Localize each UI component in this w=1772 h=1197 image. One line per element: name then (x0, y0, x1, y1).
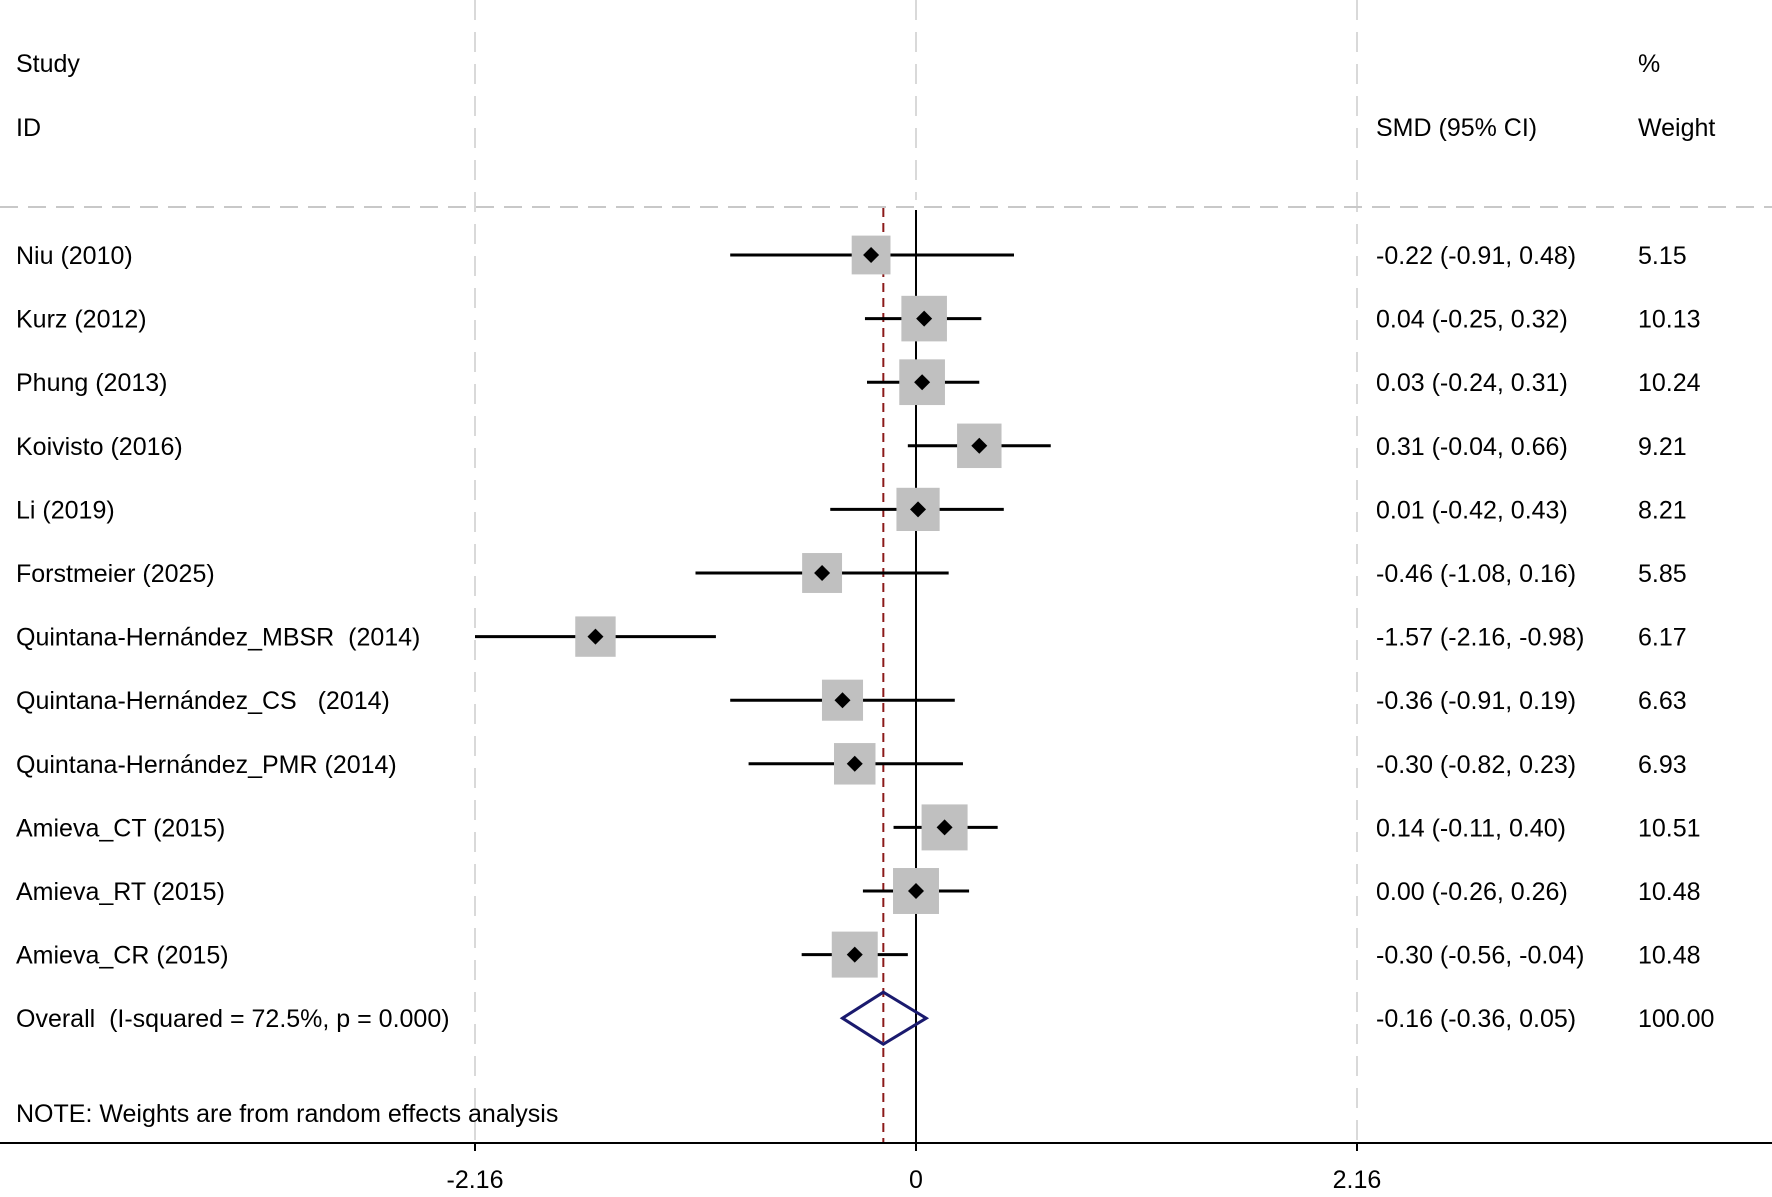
weight-text: 5.85 (1638, 560, 1687, 588)
weight-text: 10.48 (1638, 942, 1701, 970)
study-row: Forstmeier (2025) -0.46 (-1.08, 0.16) 5.85 (16, 553, 1687, 593)
weight-text: 8.21 (1638, 496, 1687, 524)
weight-text: 5.15 (1638, 242, 1687, 270)
point-estimate (846, 755, 863, 772)
overall-label: Overall (I-squared = 72.5%, p = 0.000) (16, 1005, 450, 1033)
header-weight: Weight (1638, 114, 1715, 142)
header-id: ID (16, 114, 41, 142)
study-label: Phung (2013) (16, 369, 168, 397)
effect-ci-text: -1.57 (-2.16, -0.98) (1376, 624, 1584, 652)
study-label: Amieva_RT (2015) (16, 878, 225, 906)
point-estimate (910, 501, 927, 518)
study-row: Quintana-Hernández_CS (2014) -0.36 (-0.91… (16, 679, 1687, 721)
weight-text: 9.21 (1638, 433, 1687, 461)
effect-ci-text: -0.22 (-0.91, 0.48) (1376, 242, 1576, 270)
study-label: Li (2019) (16, 496, 115, 524)
study-label: Forstmeier (2025) (16, 560, 215, 588)
effect-ci-text: -0.30 (-0.56, -0.04) (1376, 942, 1584, 970)
study-rows: Niu (2010) -0.22 (-0.91, 0.48) 5.15 Kurz (2… (16, 235, 1714, 1046)
point-estimate (971, 437, 988, 454)
point-estimate (846, 946, 863, 963)
effect-ci-text: -0.46 (-1.08, 0.16) (1376, 560, 1576, 588)
study-row: Amieva_CR (2015) -0.30 (-0.56, -0.04) 10.4… (16, 931, 1701, 978)
study-row: Amieva_CT (2015) 0.14 (-0.11, 0.40) 10.51 (16, 804, 1701, 851)
effect-ci-text: 0.14 (-0.11, 0.40) (1376, 814, 1566, 842)
study-row: Amieva_RT (2015) 0.00 (-0.26, 0.26) 10.48 (16, 868, 1701, 914)
point-estimate (914, 374, 931, 391)
weight-text: 6.17 (1638, 624, 1687, 652)
axis-tick-label: 0 (909, 1166, 923, 1194)
axis-tick-label: 2.16 (1333, 1166, 1382, 1194)
study-row: Phung (2013) 0.03 (-0.24, 0.31) 10.24 (16, 359, 1701, 406)
point-estimate (834, 692, 851, 709)
study-row: Niu (2010) -0.22 (-0.91, 0.48) 5.15 (16, 235, 1687, 275)
point-estimate (814, 565, 831, 581)
footnote: NOTE: Weights are from random effects an… (16, 1100, 558, 1128)
study-label: Koivisto (2016) (16, 433, 183, 461)
study-label: Niu (2010) (16, 242, 133, 270)
header-study: Study (16, 50, 80, 78)
overall-row: Overall (I-squared = 72.5%, p = 0.000) -0… (16, 990, 1714, 1046)
point-estimate (936, 819, 953, 836)
effect-ci-text: -0.30 (-0.82, 0.23) (1376, 751, 1576, 779)
study-label: Quintana-Hernández_PMR (2014) (16, 751, 397, 779)
study-row: Koivisto (2016) 0.31 (-0.04, 0.66) 9.21 (16, 423, 1687, 469)
study-row: Quintana-Hernández_MBSR (2014) -1.57 (-2.… (16, 616, 1687, 657)
study-label: Amieva_CR (2015) (16, 942, 229, 970)
weight-text: 6.93 (1638, 751, 1687, 779)
effect-ci-text: 0.03 (-0.24, 0.31) (1376, 369, 1568, 397)
study-row: Quintana-Hernández_PMR (2014) -0.30 (-0.8… (16, 743, 1687, 785)
overall-diamond (839, 990, 930, 1046)
study-label: Quintana-Hernández_CS (2014) (16, 687, 390, 715)
overall-ci-text: -0.16 (-0.36, 0.05) (1376, 1005, 1576, 1033)
effect-ci-text: 0.31 (-0.04, 0.66) (1376, 433, 1568, 461)
weight-text: 10.48 (1638, 878, 1701, 906)
point-estimate (908, 883, 924, 899)
study-label: Quintana-Hernández_MBSR (2014) (16, 624, 420, 652)
weight-text: 6.63 (1638, 687, 1687, 715)
weight-text: 10.13 (1638, 306, 1701, 334)
effect-ci-text: 0.01 (-0.42, 0.43) (1376, 496, 1568, 524)
point-estimate (863, 247, 880, 263)
point-estimate (587, 628, 604, 645)
study-row: Kurz (2012) 0.04 (-0.25, 0.32) 10.13 (16, 295, 1701, 342)
study-label: Kurz (2012) (16, 306, 147, 334)
effect-ci-text: -0.36 (-0.91, 0.19) (1376, 687, 1576, 715)
x-axis: -2.16 0 2.16 (0, 1142, 1772, 1194)
effect-ci-text: 0.04 (-0.25, 0.32) (1376, 306, 1568, 334)
weight-text: 10.24 (1638, 369, 1701, 397)
study-label: Amieva_CT (2015) (16, 814, 225, 842)
header-effect: SMD (95% CI) (1376, 114, 1537, 142)
study-row: Li (2019) 0.01 (-0.42, 0.43) 8.21 (16, 487, 1687, 532)
header-weight-pct: % (1638, 50, 1660, 78)
overall-weight-text: 100.00 (1638, 1005, 1714, 1033)
point-estimate (916, 310, 933, 327)
effect-ci-text: 0.00 (-0.26, 0.26) (1376, 878, 1568, 906)
weight-text: 10.51 (1638, 814, 1701, 842)
axis-tick-label: -2.16 (447, 1166, 504, 1194)
